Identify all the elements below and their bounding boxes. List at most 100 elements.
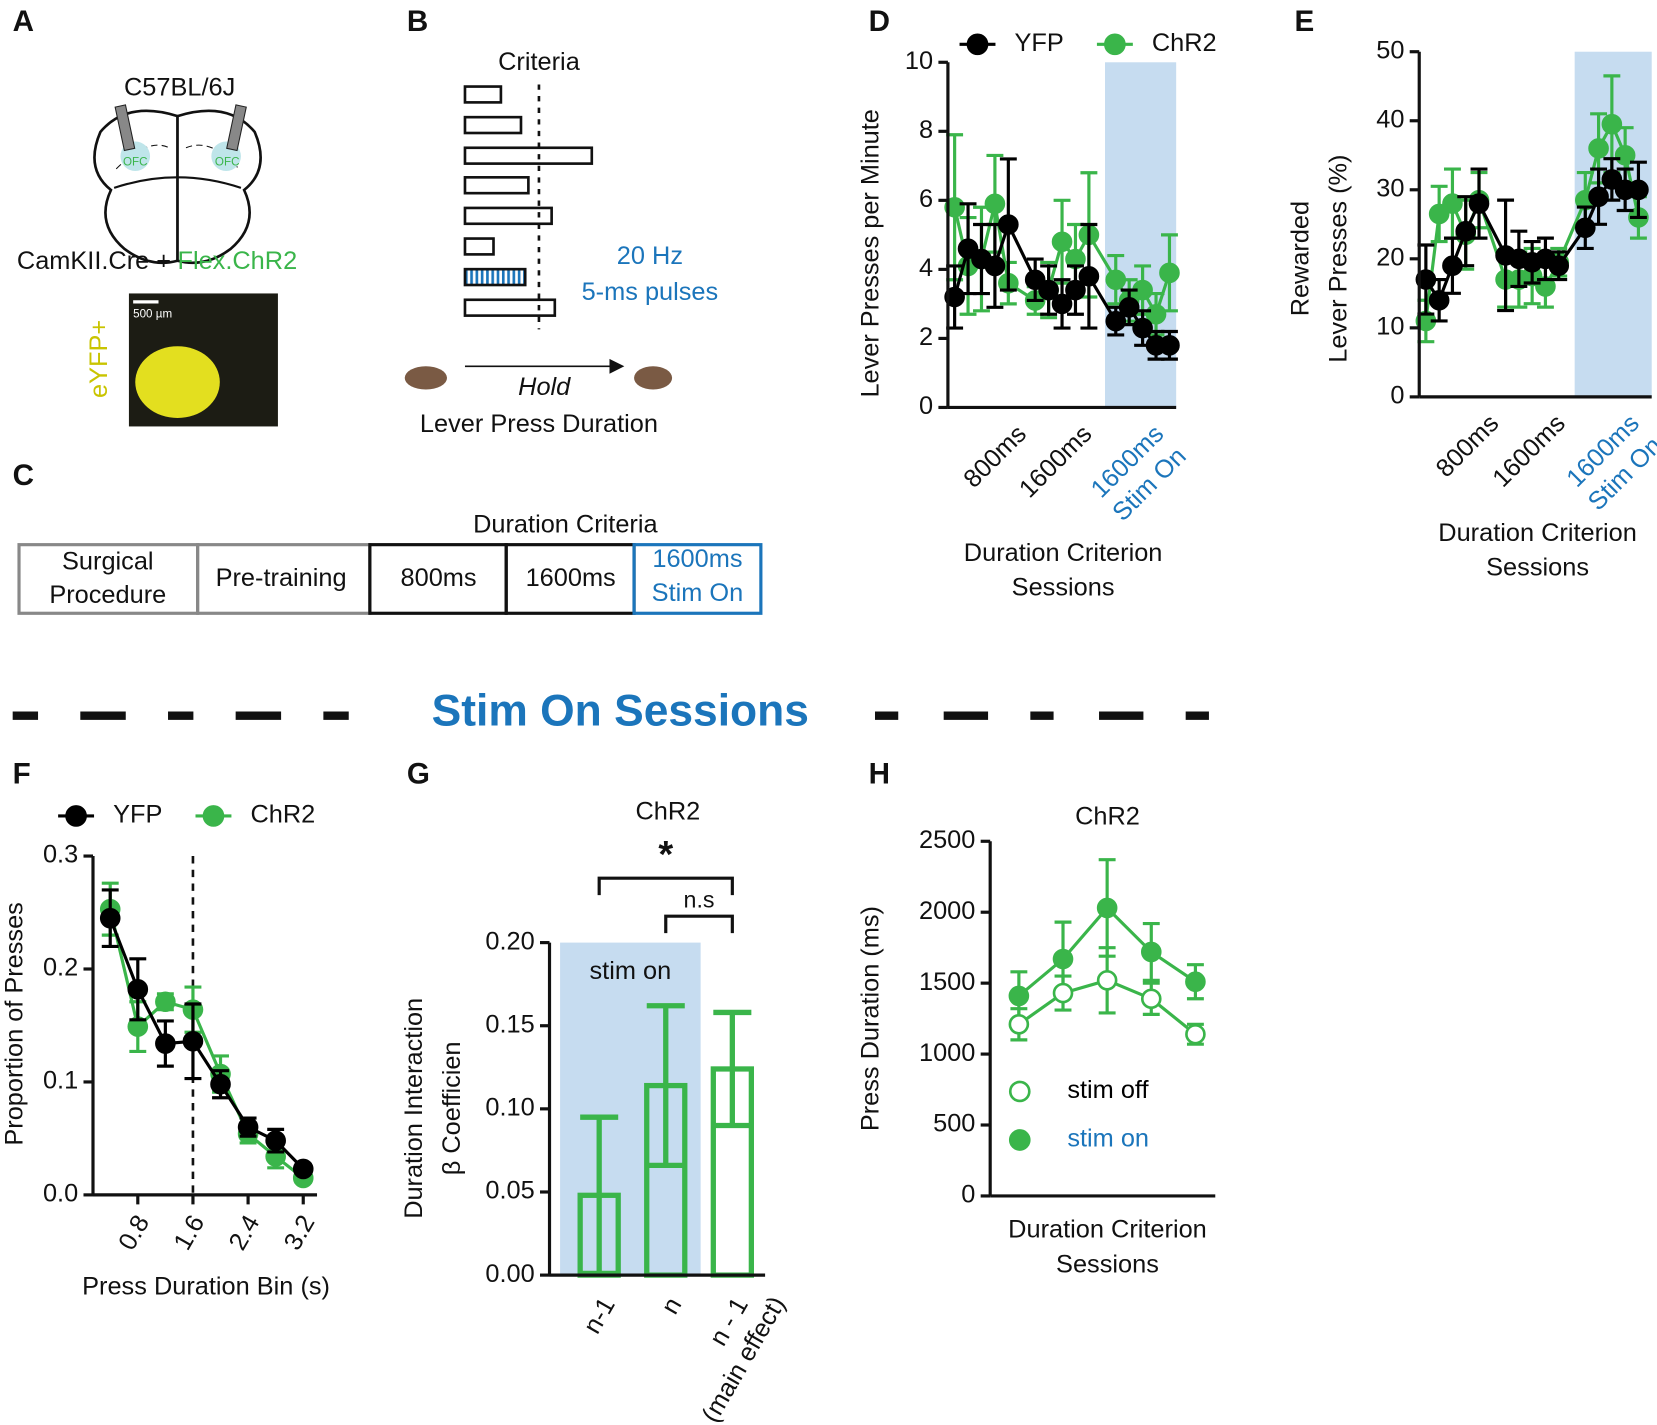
press-bar	[463, 206, 553, 226]
marker	[1588, 138, 1609, 159]
y-tick-label: 0.15	[485, 1010, 534, 1038]
stage-label: Surgical	[62, 547, 154, 575]
y-axis-label: Lever Presses (%)	[1325, 155, 1353, 363]
stage-label: Pre-training	[216, 564, 347, 592]
marker	[944, 196, 965, 218]
legend-marker	[966, 33, 989, 56]
stim-bar	[463, 267, 527, 287]
x-axis-label: Sessions	[1012, 574, 1115, 602]
y-tick-label: 50	[1376, 36, 1404, 64]
marker	[1548, 255, 1570, 277]
y-tick-label: 0.0	[43, 1180, 78, 1208]
y-tick-label: 4	[919, 254, 933, 282]
criteria-label: Criteria	[498, 48, 581, 76]
y-axis-label: Rewarded	[1287, 201, 1315, 316]
marker	[1145, 303, 1167, 325]
press-bar	[463, 176, 530, 195]
y-tick-label: 1000	[919, 1039, 975, 1067]
press-bar	[463, 298, 557, 317]
x-group-label-line: 1600ms	[1014, 420, 1098, 503]
stage-box	[632, 543, 763, 615]
y-tick-label: 2500	[919, 826, 975, 854]
caption: Lever Press Duration	[420, 410, 658, 438]
y-tick-label: 0.1	[43, 1067, 78, 1095]
y-axis-label: β Coefficien	[438, 1041, 466, 1175]
marker	[1185, 1023, 1206, 1045]
marker	[237, 1116, 259, 1138]
panel-label: G	[407, 758, 430, 791]
marker	[1588, 186, 1609, 207]
legend-marker	[1008, 1129, 1031, 1151]
marker	[1078, 265, 1100, 287]
marker	[1052, 982, 1074, 1004]
stain-label: eYFP+	[85, 320, 113, 398]
panel-label: D	[869, 5, 890, 38]
x-axis-label: Sessions	[1486, 554, 1589, 582]
panel-label: B	[407, 5, 428, 38]
legend-label: ChR2	[1152, 29, 1217, 57]
x-tick-label: n-1	[578, 1293, 621, 1339]
panel-label: A	[13, 5, 34, 38]
panel-label: F	[13, 758, 31, 791]
arrow-head	[609, 358, 625, 374]
y-tick-label: 0.10	[485, 1094, 534, 1122]
x-tick-label: 1.6	[168, 1210, 210, 1254]
x-tick-label: 0.8	[113, 1210, 155, 1254]
marker	[1159, 262, 1180, 284]
y-tick-label: 500	[933, 1110, 975, 1138]
marker	[1024, 269, 1046, 291]
marker	[155, 1033, 176, 1054]
brain-line	[113, 176, 242, 189]
panel-a: A C57BL/6J OFC OFC CamKII.Cre + Flex.ChR2…	[13, 5, 297, 427]
legend-label: YFP	[1014, 29, 1063, 57]
x-axis-label: Duration Criterion	[964, 539, 1163, 567]
error-bar	[580, 1114, 619, 1277]
marker	[1008, 1013, 1030, 1035]
panel-b: B Criteria 20 Hz 5-ms pulses Hold Lever …	[404, 5, 719, 438]
y-tick-label: 10	[905, 47, 933, 75]
strain: C57BL/6J	[124, 73, 235, 101]
expression	[135, 346, 220, 418]
stage-label: 800ms	[401, 564, 477, 592]
stim-label: 5-ms pulses	[582, 278, 719, 306]
marker	[1132, 317, 1153, 339]
marker	[984, 193, 1006, 215]
marker	[1601, 113, 1623, 135]
marker	[1105, 310, 1127, 332]
y-tick-label: 0	[919, 392, 933, 420]
y-tick-label: 0	[961, 1181, 975, 1209]
header: Duration Criteria	[473, 510, 658, 538]
x-axis-label: Press Duration Bin (s)	[82, 1272, 330, 1300]
chart-title: ChR2	[1075, 803, 1140, 831]
y-tick-label: 10	[1376, 313, 1404, 341]
marker	[99, 907, 121, 929]
marker	[1140, 941, 1162, 963]
legend-label: stim on	[1067, 1125, 1149, 1153]
panel-c: C Duration Criteria Surgical Procedure P…	[13, 459, 763, 615]
construct-line: CamKII.Cre + Flex.ChR2	[17, 246, 297, 274]
marker	[1096, 970, 1118, 991]
marker	[182, 1030, 204, 1052]
legend-marker	[1008, 1080, 1031, 1103]
marker	[1051, 231, 1073, 253]
error-bar	[713, 1009, 752, 1129]
marker	[998, 214, 1019, 235]
y-tick-label: 1500	[919, 968, 975, 996]
mouse	[634, 366, 673, 390]
marker	[944, 286, 965, 308]
banner: Stim On Sessions	[432, 686, 809, 735]
shade-label: stim on	[590, 957, 672, 985]
marker	[1052, 948, 1074, 970]
legend-label: ChR2	[250, 801, 315, 829]
marker	[1159, 335, 1180, 356]
marker	[1051, 293, 1073, 315]
marker	[957, 238, 979, 259]
legend-marker	[1104, 33, 1126, 56]
panel-label: H	[869, 758, 890, 791]
marker	[155, 991, 176, 1013]
error-bar	[646, 1003, 685, 1169]
hold-label: Hold	[518, 373, 571, 401]
marker	[1614, 144, 1636, 166]
